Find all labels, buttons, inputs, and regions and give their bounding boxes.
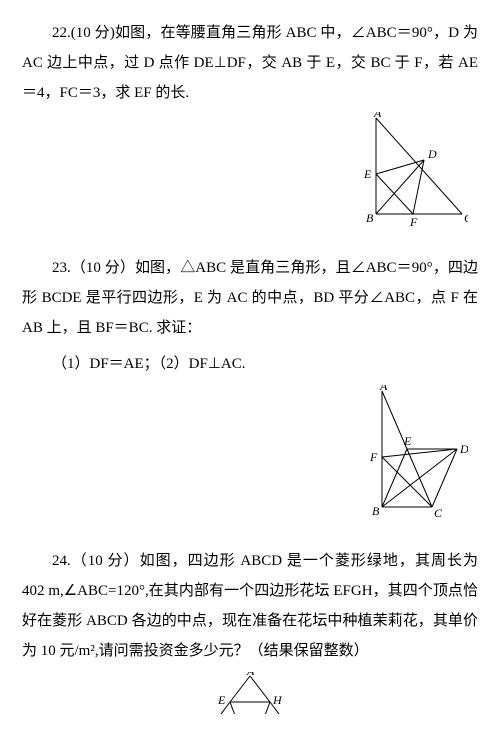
figure-22-svg: A B C D E F — [358, 112, 468, 232]
svg-text:F: F — [409, 215, 418, 229]
problem-22-figure: A B C D E F — [22, 112, 468, 243]
svg-text:C: C — [434, 506, 443, 520]
svg-text:A: A — [246, 672, 255, 678]
svg-text:A: A — [379, 385, 388, 393]
problem-22: 22.(10 分)如图，在等腰直角三角形 ABC 中，∠ABC＝90°，D 为 … — [22, 18, 478, 243]
svg-text:E: E — [217, 693, 226, 707]
problem-23-text: 23.（10 分）如图，△ABC 是直角三角形，且∠ABC＝90°，四边形 BC… — [22, 253, 478, 343]
svg-text:E: E — [363, 167, 372, 181]
svg-text:C: C — [464, 211, 468, 225]
problem-22-text: 22.(10 分)如图，在等腰直角三角形 ABC 中，∠ABC＝90°，D 为 … — [22, 18, 478, 108]
svg-text:H: H — [272, 693, 283, 707]
figure-23-svg: A B C E D F — [358, 385, 468, 525]
svg-text:B: B — [366, 211, 374, 225]
svg-text:D: D — [427, 147, 437, 161]
svg-text:D: D — [459, 442, 468, 456]
svg-text:B: B — [372, 504, 380, 518]
problem-24-figure: A E H — [22, 672, 478, 725]
problem-23-sub1: （1）DF＝AE；（2）DF⊥AC. — [22, 349, 478, 379]
svg-text:A: A — [373, 112, 382, 120]
svg-text:E: E — [403, 434, 412, 448]
svg-text:F: F — [369, 450, 378, 464]
problem-24: 24.（10 分）如图，四边形 ABCD 是一个菱形绿地，其周长为 402 m,… — [22, 546, 478, 725]
figure-24-svg: A E H — [190, 672, 310, 714]
problem-23: 23.（10 分）如图，△ABC 是直角三角形，且∠ABC＝90°，四边形 BC… — [22, 253, 478, 536]
problem-24-text: 24.（10 分）如图，四边形 ABCD 是一个菱形绿地，其周长为 402 m,… — [22, 546, 478, 666]
problem-23-figure: A B C E D F — [22, 385, 468, 536]
